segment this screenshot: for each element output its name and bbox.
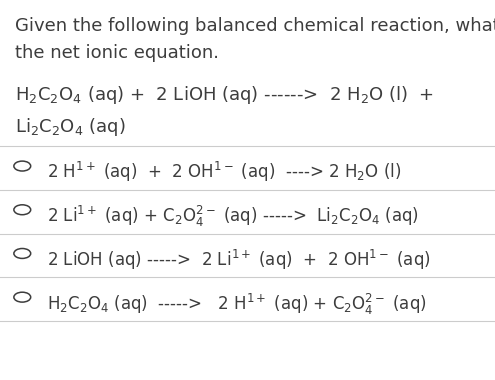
Text: $\mathregular{Li_2C_2O_4}$ (aq): $\mathregular{Li_2C_2O_4}$ (aq)	[15, 116, 125, 138]
Text: $\mathregular{H_2C_2O_4}$ (aq)  ----->   2 $\mathregular{H^{1+}}$ (aq) + $\mathr: $\mathregular{H_2C_2O_4}$ (aq) -----> 2 …	[47, 291, 427, 317]
Text: 2 LiOH (aq) ----->  2 $\mathregular{Li^{1+}}$ (aq)  +  2 $\mathregular{OH^{1-}}$: 2 LiOH (aq) -----> 2 $\mathregular{Li^{1…	[47, 248, 431, 272]
Text: 2 $\mathregular{H^{1+}}$ (aq)  +  2 $\mathregular{OH^{1-}}$ (aq)  ----> 2 $\math: 2 $\mathregular{H^{1+}}$ (aq) + 2 $\math…	[47, 160, 401, 184]
Text: Given the following balanced chemical reaction, what is: Given the following balanced chemical re…	[15, 17, 495, 35]
Text: the net ionic equation.: the net ionic equation.	[15, 44, 219, 62]
Text: $\mathregular{H_2C_2O_4}$ (aq) +  2 LiOH (aq) ------>  2 $\mathregular{H_2O}$ (l: $\mathregular{H_2C_2O_4}$ (aq) + 2 LiOH …	[15, 84, 434, 106]
Text: 2 $\mathregular{Li^{1+}}$ (aq) + $\mathregular{C_2O_4^{2-}}$ (aq) ----->  $\math: 2 $\mathregular{Li^{1+}}$ (aq) + $\mathr…	[47, 204, 419, 229]
